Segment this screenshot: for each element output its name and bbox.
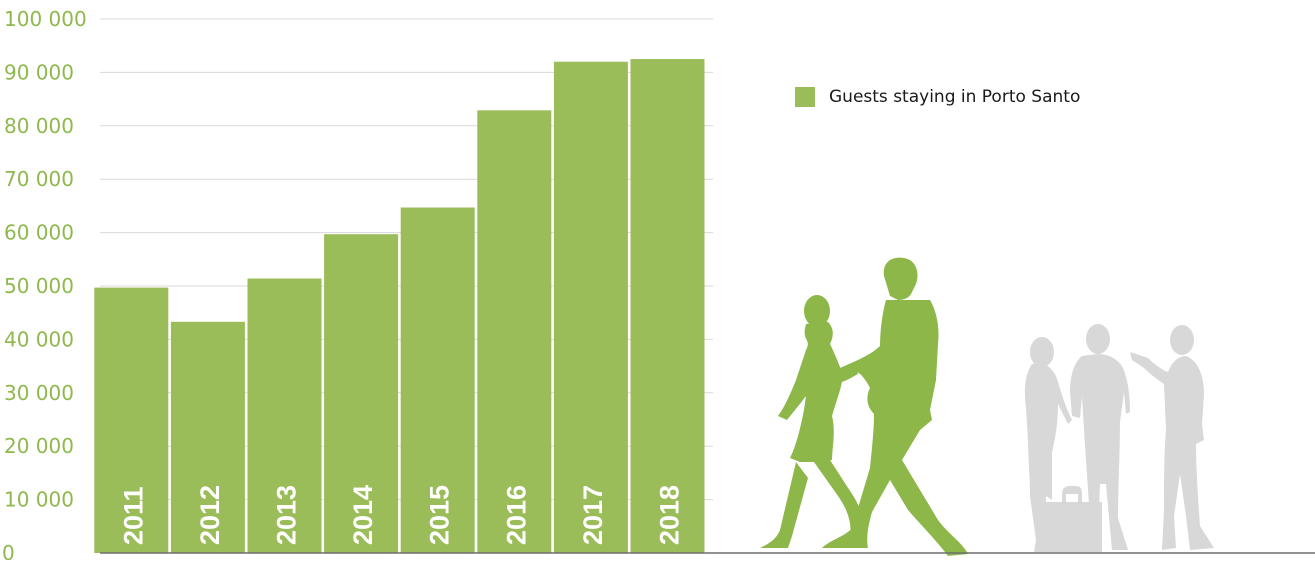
category-label-2017: 2017 bbox=[578, 485, 608, 545]
bar-2014 bbox=[324, 234, 399, 553]
category-labels: 2011 2012 2013 2014 2015 2016 2017 2018 bbox=[118, 485, 684, 545]
walking-woman-figure bbox=[760, 295, 863, 548]
y-tick-label: 50 000 bbox=[4, 274, 74, 298]
category-label-2014: 2014 bbox=[348, 485, 378, 545]
category-label-2013: 2013 bbox=[272, 485, 302, 545]
y-tick-label: 100 000 bbox=[4, 7, 87, 31]
category-label-2018: 2018 bbox=[655, 485, 685, 545]
y-tick-label: 0 bbox=[2, 541, 15, 560]
bar-2012 bbox=[170, 321, 245, 553]
category-label-2012: 2012 bbox=[195, 485, 225, 545]
y-tick-labels: 0 10 000 20 000 30 000 40 000 50 000 60 000 70 … bbox=[2, 7, 87, 565]
suitcase-figure bbox=[1044, 486, 1102, 552]
category-label-2016: 2016 bbox=[501, 485, 531, 545]
y-tick-label: 80 000 bbox=[4, 114, 74, 138]
bars bbox=[94, 59, 705, 554]
y-tick-label: 30 000 bbox=[4, 381, 74, 405]
category-label-2015: 2015 bbox=[425, 485, 455, 545]
bar-2011 bbox=[94, 287, 169, 553]
standing-man-figure bbox=[1070, 324, 1130, 550]
y-tick-label: 60 000 bbox=[4, 221, 74, 245]
category-label-2011: 2011 bbox=[118, 486, 148, 545]
legend-swatch bbox=[795, 87, 815, 107]
walking-man-figure bbox=[822, 257, 968, 556]
y-tick-label: 90 000 bbox=[4, 60, 74, 84]
y-tick-label: 20 000 bbox=[4, 434, 74, 458]
y-tick-label: 40 000 bbox=[4, 327, 74, 351]
walking-couple-silhouette bbox=[760, 257, 968, 556]
bar-2018 bbox=[630, 59, 705, 554]
bar-2015 bbox=[400, 207, 475, 553]
standing-group-silhouette bbox=[1024, 324, 1214, 552]
standing-woman-figure bbox=[1024, 337, 1072, 552]
bar-2016 bbox=[477, 110, 552, 554]
y-tick-label: 10 000 bbox=[4, 488, 74, 512]
legend: Guests staying in Porto Santo bbox=[795, 87, 1080, 107]
bar-2017 bbox=[553, 61, 628, 553]
pointing-man-figure bbox=[1130, 325, 1214, 550]
y-tick-label: 70 000 bbox=[4, 167, 74, 191]
legend-label: Guests staying in Porto Santo bbox=[829, 87, 1081, 107]
bar-2013 bbox=[247, 278, 322, 553]
